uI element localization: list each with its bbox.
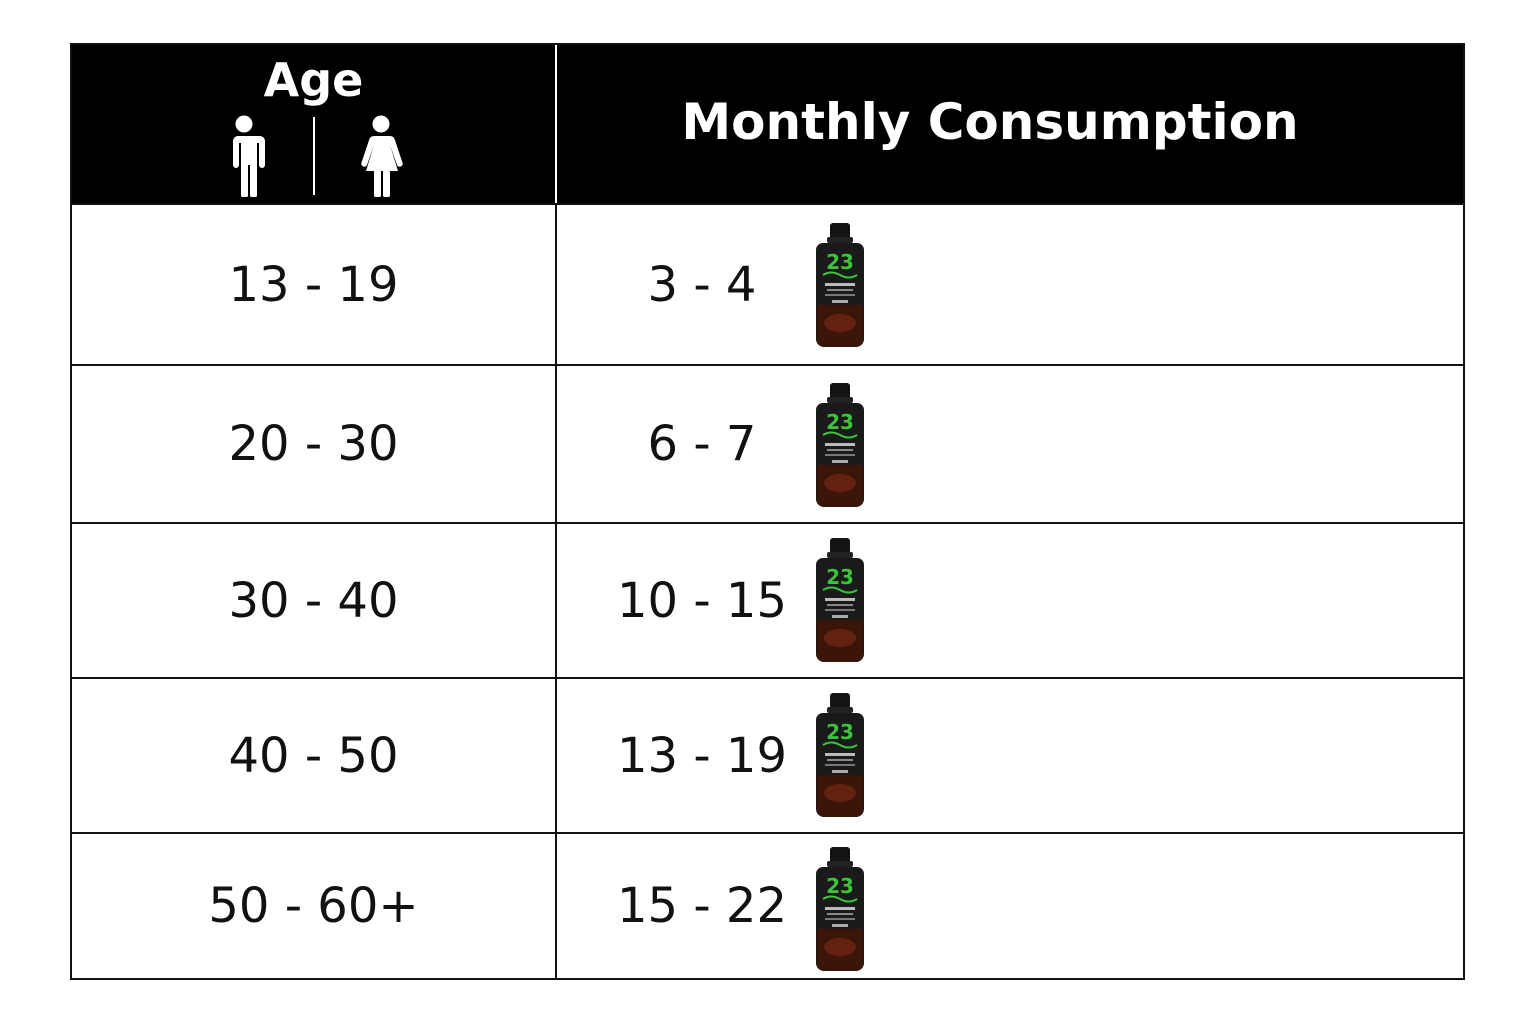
column-divider bbox=[555, 834, 557, 978]
bottle-icon: 23 bbox=[816, 383, 864, 507]
age-range: 13 - 19 bbox=[228, 256, 399, 313]
consumption-range: 13 - 19 bbox=[617, 727, 787, 784]
table-row: 50 - 60+ 15 - 22 23 bbox=[72, 832, 1463, 978]
age-range: 50 - 60+ bbox=[208, 878, 419, 934]
bottle-icon: 23 bbox=[816, 847, 864, 971]
table-row: 30 - 40 10 - 15 23 bbox=[72, 522, 1463, 677]
bottle-icon: 23 bbox=[816, 223, 864, 347]
table-row: 40 - 50 13 - 19 23 bbox=[72, 677, 1463, 832]
age-range: 20 - 30 bbox=[228, 416, 399, 472]
male-icon bbox=[228, 115, 265, 197]
consumption-range: 15 - 22 bbox=[617, 878, 787, 934]
column-divider bbox=[555, 205, 557, 364]
table-header: Age Monthly Consumption bbox=[72, 45, 1463, 203]
female-icon bbox=[361, 115, 403, 197]
bottle-icon: 23 bbox=[816, 538, 864, 662]
column-divider bbox=[555, 366, 557, 522]
svg-text:23: 23 bbox=[826, 874, 854, 898]
age-column-header: Age bbox=[263, 53, 364, 107]
column-divider bbox=[555, 679, 557, 832]
consumption-range: 3 - 4 bbox=[647, 256, 757, 313]
gender-icons bbox=[72, 115, 555, 199]
svg-text:23: 23 bbox=[826, 720, 854, 744]
header-divider bbox=[555, 45, 557, 203]
consumption-range: 10 - 15 bbox=[617, 572, 787, 629]
svg-text:23: 23 bbox=[826, 250, 854, 274]
svg-text:23: 23 bbox=[826, 565, 854, 589]
age-range: 30 - 40 bbox=[228, 572, 399, 629]
svg-text:23: 23 bbox=[826, 410, 854, 434]
column-divider bbox=[555, 524, 557, 677]
consumption-table: Age Monthly Consumption 13 - 19 3 - 4 2 bbox=[70, 43, 1465, 980]
table-row: 20 - 30 6 - 7 23 bbox=[72, 364, 1463, 522]
table-row: 13 - 19 3 - 4 23 bbox=[72, 203, 1463, 364]
gender-separator bbox=[313, 117, 315, 195]
consumption-range: 6 - 7 bbox=[647, 416, 757, 472]
consumption-column-header: Monthly Consumption bbox=[681, 93, 1299, 151]
age-range: 40 - 50 bbox=[228, 727, 399, 784]
bottle-icon: 23 bbox=[816, 693, 864, 817]
